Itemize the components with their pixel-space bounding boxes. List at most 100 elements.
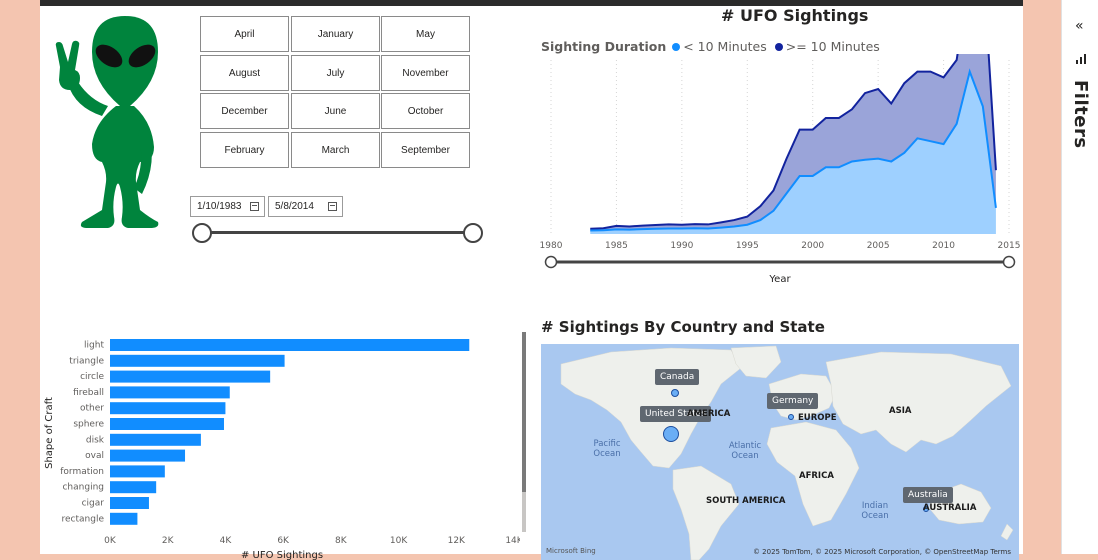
bar-chart: 0K 2K 4K 6K 8K 10K 12K 14K light triangle circle fi… xyxy=(44,339,520,560)
map-bubble-canada[interactable] xyxy=(671,389,679,397)
map-label-africa: AFRICA xyxy=(799,471,834,481)
year-range-end-handle[interactable] xyxy=(1002,255,1016,269)
map-label-south-america: SOUTH AMERICA xyxy=(706,496,786,506)
start-date-input[interactable]: 1/10/1983 xyxy=(190,196,265,217)
bar[interactable] xyxy=(110,370,271,383)
x-tick-label: 2010 xyxy=(932,241,955,251)
bar[interactable] xyxy=(110,402,226,415)
category-label: light xyxy=(84,341,104,351)
scrollbar-thumb[interactable] xyxy=(522,332,526,492)
filters-pane[interactable]: « Filters xyxy=(1061,0,1098,554)
month-button[interactable]: February xyxy=(200,132,289,168)
category-label: oval xyxy=(85,451,104,461)
report-canvas: April January May August July November D… xyxy=(40,0,1023,560)
end-date-input[interactable]: 5/8/2014 xyxy=(268,196,343,217)
map-label-europe: EUROPE xyxy=(798,413,837,423)
x-tick-label: 2005 xyxy=(867,241,890,251)
x-tick-label: 12K xyxy=(448,536,466,546)
map-label-america: AMERICA xyxy=(687,409,731,419)
month-button[interactable]: May xyxy=(381,16,470,52)
map-label-asia: ASIA xyxy=(889,406,912,416)
bar[interactable] xyxy=(110,433,201,446)
date-range-end-handle[interactable] xyxy=(463,223,483,243)
month-button[interactable]: August xyxy=(200,55,289,91)
alien-image xyxy=(55,16,159,228)
calendar-icon[interactable] xyxy=(328,202,337,211)
x-tick-label: 10K xyxy=(390,536,408,546)
y-axis-title: Shape of Craft xyxy=(44,397,55,469)
ocean-label-pacific: Pacific Ocean xyxy=(593,439,621,459)
category-label: formation xyxy=(60,467,104,477)
area-chart-title: # UFO Sightings xyxy=(721,6,869,25)
bar[interactable] xyxy=(110,481,157,494)
chart-legend: Sighting Duration < 10 Minutes >= 10 Min… xyxy=(541,39,880,54)
x-tick-label: 4K xyxy=(220,536,233,546)
ocean-label-indian: Indian Ocean xyxy=(861,501,889,521)
bar[interactable] xyxy=(110,386,230,399)
map-attribution[interactable]: © 2025 TomTom, © 2025 Microsoft Corporat… xyxy=(752,548,1011,556)
x-tick-label: 2015 xyxy=(998,241,1020,251)
legend-short-marker xyxy=(672,42,681,51)
bar[interactable] xyxy=(110,465,165,478)
month-button[interactable]: January xyxy=(291,16,380,52)
category-label: other xyxy=(80,404,104,414)
sightings-map[interactable]: Canada Germany United States Australia A… xyxy=(541,344,1019,560)
category-label: triangle xyxy=(69,356,104,366)
collapse-icon[interactable]: « xyxy=(1075,18,1084,34)
map-tooltip-germany: Germany xyxy=(767,393,819,409)
bing-logo: Microsoft Bing xyxy=(546,547,596,555)
category-label: sphere xyxy=(73,420,104,430)
month-button[interactable]: June xyxy=(291,93,380,129)
category-label: cigar xyxy=(82,499,105,509)
date-range-start-handle[interactable] xyxy=(192,223,212,243)
map-tooltip-united-states: United States xyxy=(640,406,711,422)
month-button[interactable]: July xyxy=(291,55,380,91)
calendar-icon[interactable] xyxy=(250,202,259,211)
x-tick-label: 1995 xyxy=(736,241,759,251)
x-tick-label: 2000 xyxy=(801,241,824,251)
x-tick-label: 8K xyxy=(335,536,348,546)
bar[interactable] xyxy=(110,339,470,351)
map-bubble-germany[interactable] xyxy=(788,414,794,420)
filters-label[interactable]: Filters xyxy=(1070,80,1091,149)
legend-long-label[interactable]: >= 10 Minutes xyxy=(785,39,880,54)
map-label-australia: AUSTRALIA xyxy=(923,503,977,513)
x-tick-label: 1985 xyxy=(605,241,628,251)
map-bubble-australia[interactable] xyxy=(923,506,929,512)
filter-visual-icon xyxy=(1076,54,1086,64)
month-button[interactable]: December xyxy=(200,93,289,129)
month-button[interactable]: September xyxy=(381,132,470,168)
x-tick-label: 0K xyxy=(104,536,117,546)
category-label: rectangle xyxy=(62,514,105,524)
x-axis-title: # UFO Sightings xyxy=(241,550,323,560)
category-label: changing xyxy=(62,483,104,493)
map-bubble-united-states[interactable] xyxy=(663,426,679,442)
date-range-track[interactable] xyxy=(202,231,474,234)
month-button[interactable]: March xyxy=(291,132,380,168)
end-date-value: 5/8/2014 xyxy=(275,201,314,212)
x-tick-label: 14K xyxy=(505,536,520,546)
series-area-long xyxy=(590,54,996,231)
year-range-start-handle[interactable] xyxy=(544,255,558,269)
bar[interactable] xyxy=(110,354,285,367)
map-tooltip-canada: Canada xyxy=(655,369,700,385)
series-line-short xyxy=(590,68,997,232)
series-line-long xyxy=(590,54,997,230)
bar[interactable] xyxy=(110,418,224,430)
month-button[interactable]: November xyxy=(381,55,470,91)
bar-chart-scrollbar[interactable] xyxy=(522,332,526,532)
month-button[interactable]: October xyxy=(381,93,470,129)
x-tick-label: 1980 xyxy=(540,241,563,251)
bar[interactable] xyxy=(110,512,138,525)
month-button[interactable]: April xyxy=(200,16,289,52)
legend-long-marker xyxy=(774,42,783,51)
bar[interactable] xyxy=(110,497,149,509)
legend-title: Sighting Duration xyxy=(541,39,667,54)
ocean-label-atlantic: Atlantic Ocean xyxy=(728,441,762,461)
x-tick-label: 1990 xyxy=(670,241,693,251)
bar[interactable] xyxy=(110,449,186,462)
legend-short-label[interactable]: < 10 Minutes xyxy=(683,39,767,54)
category-label: disk xyxy=(86,435,105,445)
x-tick-label: 2K xyxy=(162,536,175,546)
x-tick-label: 6K xyxy=(277,536,290,546)
